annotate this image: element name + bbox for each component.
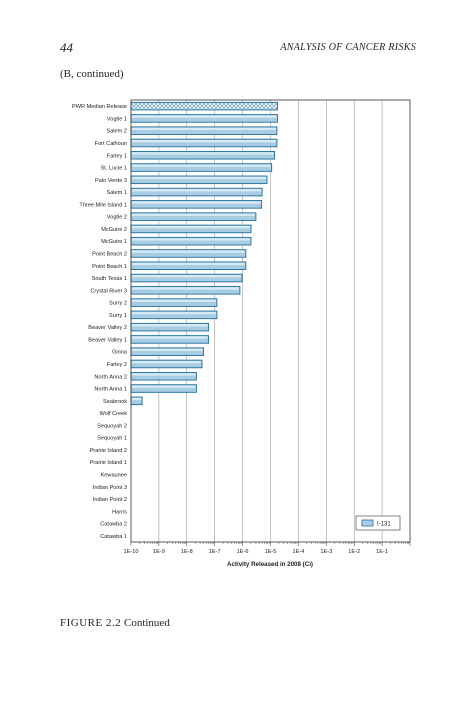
bar-highlight [132, 139, 276, 143]
median-release-bar [130, 101, 279, 111]
bar-highlight [132, 287, 239, 290]
category-label: Vogtle 1 [107, 116, 127, 122]
bar-highlight [132, 262, 245, 266]
category-label: St. Lucie 1 [101, 166, 127, 172]
page-number: 44 [60, 40, 73, 55]
category-label: Beaver Valley 1 [88, 337, 127, 343]
category-label: Point Beach 1 [92, 264, 127, 270]
bar-chart: PWR Median Release Vogtle 1 Salem 2 Fort Ca… [72, 99, 411, 568]
category-label: Ginna [112, 350, 128, 356]
category-label: McGuire 1 [101, 239, 127, 245]
running-head: ANALYSIS OF CANCER RISKS [280, 42, 416, 53]
x-tick-label: 1E-6 [237, 549, 249, 555]
bar-highlight [132, 348, 203, 351]
category-label: North Anna 2 [94, 374, 127, 380]
category-label: Prairie Island 1 [90, 460, 127, 466]
category-label: Kewaunee [101, 472, 127, 478]
bar-highlight [132, 189, 262, 192]
x-tick-label: 1E-7 [209, 549, 221, 555]
x-tick-label: 1E-10 [124, 549, 139, 555]
x-tick-label: 1E-4 [292, 549, 304, 555]
x-tick-label: 1E-9 [153, 549, 165, 555]
category-labels: PWR Median Release Vogtle 1 Salem 2 Fort Ca… [72, 104, 128, 540]
category-label: Prairie Island 2 [90, 448, 127, 454]
figure-caption: FIGURE 2.2 Continued [60, 617, 170, 629]
category-label: Indian Point 2 [93, 497, 127, 503]
category-label: Beaver Valley 2 [88, 325, 127, 331]
x-tick-label: 1E-1 [376, 549, 388, 555]
category-label: Fort Calhoun [95, 141, 127, 147]
bar-highlight [132, 164, 271, 167]
figure-caption-label: FIGURE 2.2 [60, 617, 122, 629]
category-label: Vogtle 2 [107, 215, 127, 221]
category-label: Sequoyah 2 [97, 423, 127, 429]
x-tick-label: 1E-5 [265, 549, 277, 555]
bar-highlight [132, 176, 267, 180]
bar-highlight [132, 299, 216, 302]
category-label: Salem 2 [106, 129, 127, 135]
category-label: McGuire 2 [101, 227, 127, 233]
bar-highlight [132, 311, 216, 315]
x-tick-labels: 1E-10 1E-9 1E-8 1E-7 1E-6 1E-5 1E-4 1E-3 1E-2 1E-… [124, 542, 411, 555]
bar-highlight [132, 115, 277, 118]
panel-label: (B, continued) [60, 68, 124, 80]
category-label: Catawba 2 [100, 522, 127, 528]
legend-box [355, 515, 401, 531]
category-label: Point Beach 2 [92, 251, 127, 257]
category-label: South Texas 1 [92, 276, 127, 282]
bar-highlight [132, 397, 142, 401]
x-tick-label: 1E-3 [320, 549, 332, 555]
legend-swatch [361, 519, 374, 527]
bars [130, 101, 279, 406]
category-label: Farley 2 [107, 362, 127, 368]
bar-highlight [132, 225, 250, 229]
category-label: Salem 1 [106, 190, 127, 196]
category-label: Sequoyah 1 [97, 436, 127, 442]
x-axis-label: Activity Released in 2008 (Ci) [227, 561, 313, 568]
bar-highlight [132, 127, 276, 130]
category-label: Palo Verde 3 [95, 178, 127, 184]
bar-highlight [132, 360, 201, 364]
bar-highlight [132, 152, 274, 155]
category-label: Catawba 1 [100, 534, 127, 540]
category-label: PWR Median Release [72, 104, 127, 110]
figure-caption-text: Continued [123, 617, 170, 629]
category-label: Wolf Creek [99, 411, 127, 417]
bar-highlight [132, 275, 241, 278]
category-label: Crystal River 3 [90, 288, 127, 294]
x-tick-label: 1E-8 [181, 549, 193, 555]
category-label: Harris [112, 509, 127, 515]
category-label: Surry 1 [109, 313, 127, 319]
category-label: North Anna 1 [94, 387, 127, 393]
bar-highlight [132, 373, 196, 376]
category-label: Surry 2 [109, 301, 127, 307]
legend-label: I-131 [377, 522, 391, 528]
bar-highlight [132, 238, 250, 241]
bar-highlight [132, 324, 208, 327]
category-label: Three Mile Island 1 [79, 202, 127, 208]
bar-highlight [132, 213, 255, 216]
category-label: Indian Point 3 [93, 485, 127, 491]
bar-highlight [132, 385, 196, 388]
gridlines [158, 100, 383, 542]
category-label: Farley 1 [107, 153, 127, 159]
legend: I-131 [355, 515, 401, 531]
bar-highlight [132, 250, 245, 253]
category-label: Seabrook [103, 399, 127, 405]
x-tick-label: 1E-2 [348, 549, 360, 555]
bar-highlight [132, 201, 261, 204]
bar-highlight [132, 336, 208, 339]
